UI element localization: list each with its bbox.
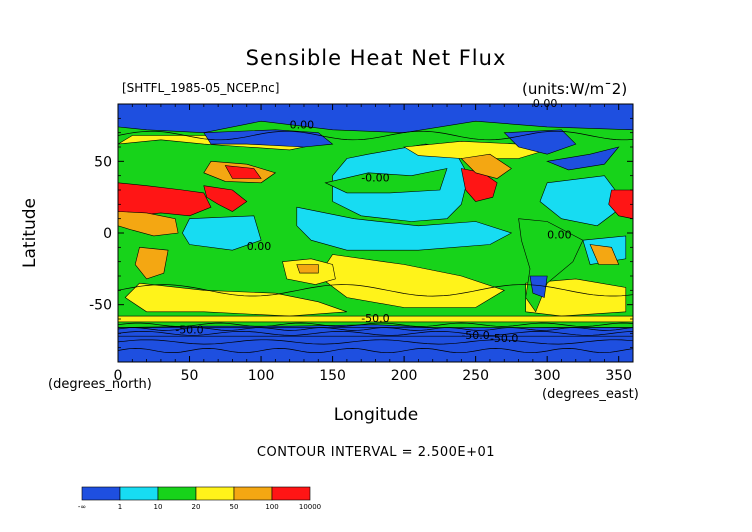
southern-africa-orange [134,246,169,280]
contour-line-south-mid [117,284,634,297]
contour-line-south-1 [117,322,634,327]
north-pacific-green [324,168,448,194]
colorbar-label: 20 [192,503,201,511]
colorbar-swatch [119,486,159,501]
contour-label: -50.0 [175,323,203,336]
flux-map: 0.000.00-0.000.000.00-50.0-50.0-50.0-50.… [117,97,634,363]
colorbar-label: 10 [154,503,163,511]
labrador-blue [546,146,620,171]
x-tick-label: 350 [605,368,632,384]
indian-ocean-cyan [182,215,262,251]
contour-interval-label: CONTOUR INTERVAL = 2.500E+01 [256,445,496,460]
x-tick-label: 300 [534,368,561,384]
colorbar-label: -∞ [78,503,86,511]
y-tick-label: -50 [89,298,112,314]
contour-label: -50.0 [490,332,518,345]
colorbar-swatch [157,486,197,501]
x-tick-label: 100 [248,368,275,384]
contour-label: -50.0 [461,329,489,342]
contour-line-north-1 [117,130,634,141]
south-atlantic-orange [589,244,620,265]
contour-line-south-4 [117,339,634,345]
units-label: (units:W/m¯2) [522,80,628,98]
colorbar-label: 100 [265,503,278,511]
colorbar: -∞ 1 10 20 50 100 10000 [78,486,321,511]
contour-label: 0.00 [547,229,572,242]
contour-label: 0.00 [290,118,315,131]
colorbar-label: 10000 [299,503,321,511]
contour-line-south-3 [117,330,634,336]
x-tick-label: 50 [181,368,199,384]
x-tick-label: 150 [319,368,346,384]
siberia-blue [203,129,334,148]
contour-line-south-2 [117,327,634,331]
southern-indian-yellow [124,282,347,317]
australia-orange [296,264,319,274]
x-units-label: (degrees_east) [542,387,639,402]
contour-label: -50.0 [361,312,389,325]
argentina-blue [529,275,548,298]
y-units-label: (degrees_north) [48,377,152,392]
contour-label: 0.00 [533,97,558,110]
x-tick-label: 0 [114,368,123,384]
contour-line-south-5 [117,348,634,354]
colorbar-swatch [233,486,273,501]
equatorial-pacific-cyan [296,206,513,251]
chart-title: Sensible Heat Net Flux [245,46,507,70]
x-tick-label: 250 [462,368,489,384]
north-atlantic-cyan [539,175,627,227]
colorbar-swatch [81,486,121,501]
colorbar-swatch [195,486,235,501]
x-tick-label: 200 [391,368,418,384]
india-red [203,185,248,212]
file-label: [SHTFL_1985-05_NCEP.nc] [122,81,280,95]
contour-label: -0.00 [361,171,389,184]
south-atlantic-yellow [525,278,627,317]
chart-axes: 0 50 100 150 200 250 300 350 -50 0 50 [89,103,634,384]
colorbar-label: 1 [118,503,122,511]
west-africa-red [608,189,634,220]
y-tick-label: 0 [103,226,112,242]
colorbar-swatch [271,486,311,501]
great-plains-orange [460,153,512,179]
contour-label: 0.00 [247,240,272,253]
colorbar-label: 50 [230,503,239,511]
x-axis-label: Longitude [333,405,419,425]
gobi-red [224,165,262,179]
north-america-yellow [403,140,548,159]
y-tick-label: 50 [94,154,112,170]
sahel-orange [117,211,179,237]
